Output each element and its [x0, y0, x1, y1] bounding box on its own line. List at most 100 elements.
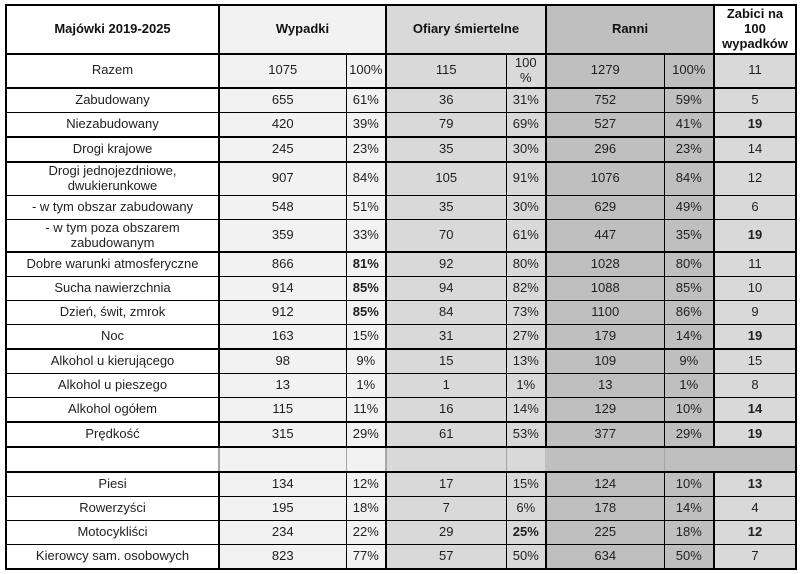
value-cell — [345, 446, 387, 474]
value-cell: 36 — [385, 87, 507, 113]
value-cell: 11 — [713, 53, 797, 89]
value-cell: 15% — [345, 324, 387, 351]
table-row: Kierowcy sam. osobowych 823 77% 57 50% 634 50%… — [5, 544, 797, 570]
value-cell: 27% — [505, 324, 547, 351]
value-cell: 4 — [713, 496, 797, 522]
value-cell: 1279 — [545, 53, 665, 89]
value-cell: 84% — [663, 161, 715, 196]
value-cell: 12% — [345, 471, 387, 498]
value-cell: 5 — [713, 87, 797, 113]
row-label: Dzień, świt, zmrok — [5, 300, 220, 326]
value-cell: 81% — [345, 251, 387, 278]
row-label: Niezabudowany — [5, 111, 220, 138]
value-cell: 359 — [218, 218, 347, 254]
value-cell: 19 — [713, 421, 797, 449]
value-cell: 29% — [345, 421, 387, 449]
value-cell: 33% — [345, 218, 387, 254]
value-cell: 10% — [663, 397, 715, 424]
value-cell: 7 — [713, 544, 797, 570]
row-label: Drogi jednojezdniowe, dwukierunkowe — [5, 161, 220, 196]
row-label: Rowerzyści — [5, 496, 220, 522]
table-row: Alkohol u kierującego 98 9% 15 13% 109 9% 15 — [5, 348, 797, 375]
table-row: Sucha nawierzchnia 914 85% 94 82% 1088 85% 10 — [5, 276, 797, 302]
row-label: Drogi krajowe — [5, 136, 220, 163]
value-cell: 634 — [545, 544, 665, 570]
row-label: Zabudowany — [5, 87, 220, 113]
row-label: Alkohol ogółem — [5, 397, 220, 424]
value-cell: 53% — [505, 421, 547, 449]
value-cell: 84 — [385, 300, 507, 326]
value-cell: 14 — [713, 397, 797, 424]
value-cell: 31% — [505, 87, 547, 113]
value-cell: 1088 — [545, 276, 665, 302]
value-cell: 30% — [505, 194, 547, 220]
value-cell: 25% — [505, 520, 547, 546]
value-cell: 13% — [505, 348, 547, 375]
value-cell: 49% — [663, 194, 715, 220]
col-header-zabici-na-100: Zabici na 100 wypadków — [713, 4, 797, 55]
row-label: - w tym obszar zabudowany — [5, 194, 220, 220]
table-row: Rowerzyści 195 18% 7 6% 178 14% 4 — [5, 496, 797, 522]
value-cell: 447 — [545, 218, 665, 254]
value-cell: 94 — [385, 276, 507, 302]
value-cell: 15 — [385, 348, 507, 375]
value-cell: 1% — [505, 373, 547, 399]
value-cell: 22% — [345, 520, 387, 546]
value-cell — [545, 446, 665, 474]
value-cell: 35 — [385, 194, 507, 220]
table-row: Alkohol ogółem 115 11% 16 14% 129 10% 14 — [5, 397, 797, 424]
row-label: Dobre warunki atmosferyczne — [5, 251, 220, 278]
value-cell: 1100 — [545, 300, 665, 326]
value-cell: 57 — [385, 544, 507, 570]
value-cell: 100 % — [505, 53, 547, 89]
value-cell: 23% — [345, 136, 387, 163]
row-label: Razem — [5, 53, 220, 89]
table-body: Razem 1075 100% 115 100 % 1279 100% 11 Zabudowan… — [5, 53, 797, 570]
value-cell: 9% — [663, 348, 715, 375]
table-row: Drogi krajowe 245 23% 35 30% 296 23% 14 — [5, 136, 797, 163]
value-cell: 85% — [663, 276, 715, 302]
value-cell: 84% — [345, 161, 387, 196]
value-cell: 10 — [713, 276, 797, 302]
value-cell: 98 — [218, 348, 347, 375]
table-row: Alkohol u pieszego 13 1% 1 1% 13 1% 8 — [5, 373, 797, 399]
value-cell: 69% — [505, 111, 547, 138]
row-label: Motocykliści — [5, 520, 220, 546]
value-cell: 100% — [663, 53, 715, 89]
table-row: Drogi jednojezdniowe, dwukierunkowe 907 84… — [5, 161, 797, 196]
value-cell: 315 — [218, 421, 347, 449]
value-cell — [713, 446, 797, 474]
table-row: - w tym poza obszarem zabudowanym 359 33% 7… — [5, 218, 797, 254]
value-cell: 14% — [505, 397, 547, 424]
value-cell: 12 — [713, 161, 797, 196]
value-cell: 18% — [345, 496, 387, 522]
value-cell: 19 — [713, 218, 797, 254]
value-cell: 109 — [545, 348, 665, 375]
value-cell: 752 — [545, 87, 665, 113]
value-cell: 178 — [545, 496, 665, 522]
value-cell: 41% — [663, 111, 715, 138]
value-cell: 655 — [218, 87, 347, 113]
table-row: Niezabudowany 420 39% 79 69% 527 41% 19 — [5, 111, 797, 138]
value-cell: 1075 — [218, 53, 347, 89]
value-cell: 1% — [663, 373, 715, 399]
value-cell: 134 — [218, 471, 347, 498]
value-cell: 51% — [345, 194, 387, 220]
value-cell: 91% — [505, 161, 547, 196]
row-label: Noc — [5, 324, 220, 351]
value-cell: 82% — [505, 276, 547, 302]
value-cell: 377 — [545, 421, 665, 449]
value-cell: 73% — [505, 300, 547, 326]
value-cell: 245 — [218, 136, 347, 163]
value-cell: 225 — [545, 520, 665, 546]
spacer-row — [5, 446, 797, 474]
table-row: Razem 1075 100% 115 100 % 1279 100% 11 — [5, 53, 797, 89]
table-row: Noc 163 15% 31 27% 179 14% 19 — [5, 324, 797, 351]
table-row: Zabudowany 655 61% 36 31% 752 59% 5 — [5, 87, 797, 113]
value-cell: 420 — [218, 111, 347, 138]
value-cell: 1 — [385, 373, 507, 399]
row-label: Prędkość — [5, 421, 220, 449]
value-cell: 7 — [385, 496, 507, 522]
value-cell: 85% — [345, 300, 387, 326]
value-cell: 35 — [385, 136, 507, 163]
